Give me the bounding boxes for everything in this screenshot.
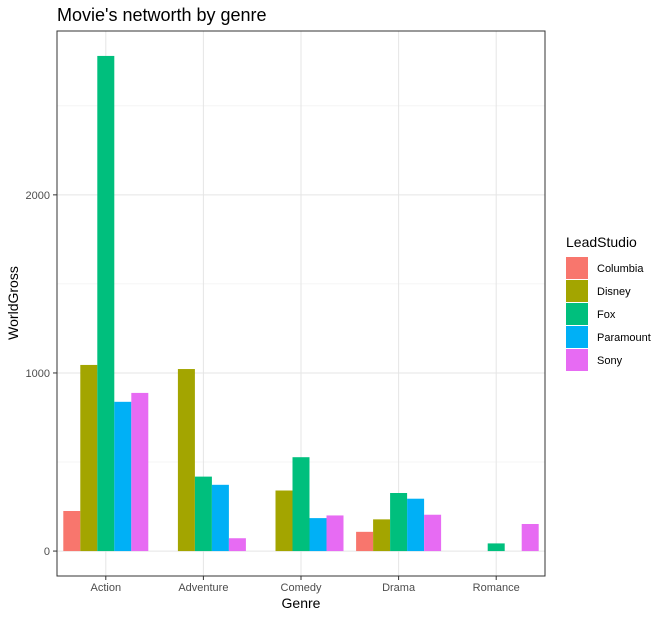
y-tick-label: 1000 (26, 368, 50, 380)
bar-disney-drama (373, 519, 391, 552)
bar-fox-drama (390, 493, 408, 552)
bar-disney-adventure (177, 369, 195, 552)
x-axis-title: Genre (282, 595, 321, 611)
legend: LeadStudio Columbia Disney Fox Paramount Sony (566, 234, 651, 371)
bar-fox-adventure (194, 476, 212, 552)
bar-disney-comedy (275, 490, 293, 552)
legend-title: LeadStudio (566, 234, 637, 250)
legend-label-paramount: Paramount (597, 332, 651, 344)
bar-sony-action (131, 392, 149, 552)
bar-sony-drama (424, 514, 442, 552)
bar-sony-romance (521, 523, 539, 552)
bar-fox-comedy (292, 457, 310, 552)
bar-columbia-action (63, 510, 81, 552)
bar-fox-romance (487, 543, 505, 552)
bar-fox-action (97, 55, 115, 552)
x-tick-label: Drama (382, 582, 416, 594)
legend-key-fox (566, 303, 588, 325)
y-tick-label: 0 (44, 546, 50, 558)
legend-label-sony: Sony (597, 355, 623, 367)
legend-key-disney (566, 280, 588, 302)
bar-paramount-comedy (309, 518, 327, 552)
bar-paramount-drama (407, 498, 425, 552)
legend-key-paramount (566, 326, 588, 348)
legend-label-columbia: Columbia (597, 263, 644, 275)
bar-paramount-action (114, 401, 132, 552)
bar-sony-adventure (228, 538, 246, 552)
legend-label-fox: Fox (597, 309, 616, 321)
legend-key-sony (566, 349, 588, 371)
bar-columbia-drama (356, 531, 374, 552)
bar-paramount-adventure (211, 484, 229, 552)
x-tick-label: Romance (473, 582, 520, 594)
legend-key-columbia (566, 257, 588, 279)
y-tick-label: 2000 (26, 190, 50, 202)
chart-title: Movie's networth by genre (57, 5, 267, 25)
bar-disney-action (80, 364, 98, 552)
x-tick-label: Action (91, 582, 122, 594)
legend-label-disney: Disney (597, 286, 631, 298)
x-tick-label: Comedy (281, 582, 322, 594)
bar-sony-comedy (326, 515, 344, 552)
plot-area: 0 1000 2000 Action Adventure Comedy Drama Roman… (26, 30, 546, 594)
y-axis-title: WorldGross (5, 266, 21, 340)
x-tick-label: Adventure (178, 582, 228, 594)
